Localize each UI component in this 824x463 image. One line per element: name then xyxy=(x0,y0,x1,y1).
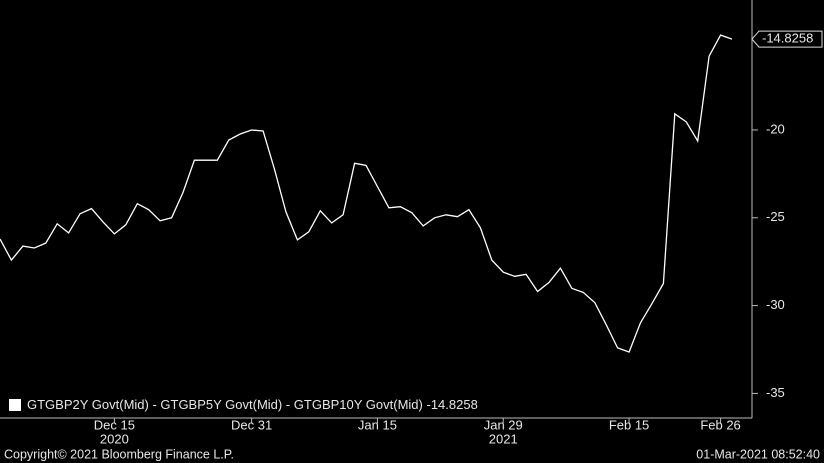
x-tick-label: Jan 29 xyxy=(484,417,523,432)
last-value-box xyxy=(751,30,823,48)
line-series xyxy=(0,34,733,353)
last-value-label: -14.8258 xyxy=(762,31,813,46)
x-tick-label: Feb 15 xyxy=(609,417,649,432)
x-tick-label: Jan 15 xyxy=(358,417,397,432)
x-year-label: 2021 xyxy=(489,431,518,446)
y-tick-label: -35 xyxy=(766,385,785,400)
x-tick-label: Feb 26 xyxy=(700,417,740,432)
legend-series-name: GTGBP2Y Govt(Mid) - GTGBP5Y Govt(Mid) - … xyxy=(27,397,423,412)
x-year-label: 2020 xyxy=(100,431,129,446)
legend-label: GTGBP2Y Govt(Mid) - GTGBP5Y Govt(Mid) - … xyxy=(27,397,478,412)
timestamp: 01-Mar-2021 08:52:40 xyxy=(696,447,820,461)
legend-last-value: -14.8258 xyxy=(427,397,478,412)
copyright: Copyright© 2021 Bloomberg Finance L.P. xyxy=(4,447,234,461)
x-tick-label: Dec 15 xyxy=(94,417,135,432)
legend-swatch xyxy=(9,399,21,411)
y-tick-label: -25 xyxy=(766,209,785,224)
y-tick-label: -30 xyxy=(766,297,785,312)
x-tick-label: Dec 31 xyxy=(231,417,272,432)
y-tick-label: -20 xyxy=(766,121,785,136)
